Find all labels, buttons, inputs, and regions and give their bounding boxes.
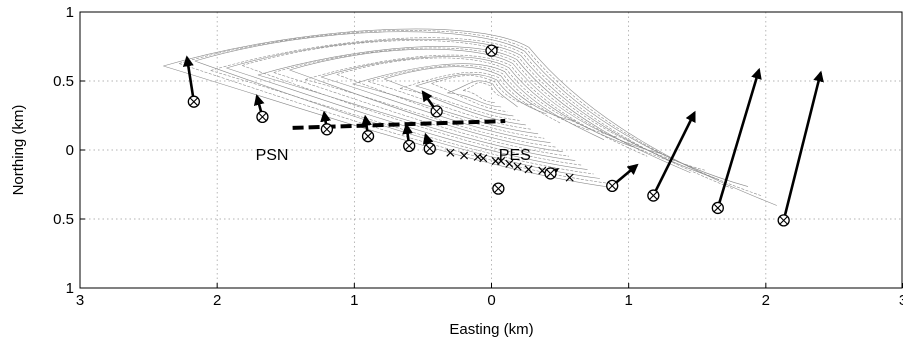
station-cross <box>258 112 267 122</box>
y-tick-label: 0.5 <box>53 73 74 90</box>
station-cross <box>189 97 198 106</box>
site-label-pes: PES <box>499 147 531 164</box>
displacement-arrow <box>782 70 824 221</box>
x-tick-label: 3 <box>899 292 903 309</box>
y-tick-label: 1 <box>66 280 74 297</box>
station-cross <box>363 132 373 141</box>
contour-line <box>226 38 720 180</box>
x-tick-label: 0 <box>487 292 495 309</box>
contour-line <box>447 80 518 108</box>
station-cross <box>608 181 617 191</box>
contour-line <box>415 73 547 117</box>
cross-marker <box>479 154 488 163</box>
x-tick-label: 1 <box>350 292 358 309</box>
station-cross <box>649 191 658 200</box>
station-cross <box>425 144 434 153</box>
station-cross <box>322 125 332 134</box>
contour-line <box>210 37 734 190</box>
marker-layer <box>182 44 824 227</box>
grid-layer <box>80 12 903 288</box>
cross-marker <box>446 148 455 157</box>
station-cross <box>487 46 496 55</box>
y-axis-label: Northing (km) <box>10 105 27 196</box>
contour-line <box>399 72 561 124</box>
station-cross <box>546 169 555 178</box>
displacement-arrow <box>716 67 762 209</box>
cross-marker <box>505 159 514 168</box>
contour-line <box>273 47 677 164</box>
contour-line <box>431 75 533 112</box>
x-tick-label: 2 <box>762 292 770 309</box>
y-tick-label: 0.5 <box>53 211 74 228</box>
cross-marker <box>460 151 469 160</box>
station-cross <box>494 184 503 193</box>
y-tick-label: 1 <box>66 4 74 21</box>
cross-marker <box>513 162 522 171</box>
station-cross <box>432 107 441 116</box>
x-tick-label: 2 <box>213 292 221 309</box>
x-tick-label: 3 <box>76 292 84 309</box>
contour-layer <box>163 28 777 206</box>
cross-marker <box>497 157 506 166</box>
x-axis-label: Easting (km) <box>449 321 533 338</box>
site-label-psn: PSN <box>256 147 289 164</box>
contour-line <box>352 63 605 141</box>
station-cross <box>779 216 788 225</box>
contour-line <box>241 40 705 171</box>
station-cross <box>405 141 414 150</box>
contour-line <box>462 82 504 103</box>
x-tick-label: 1 <box>624 292 632 309</box>
cross-marker <box>524 165 533 174</box>
cross-marker <box>473 152 482 161</box>
displacement-arrow <box>182 55 196 102</box>
cross-marker <box>565 173 574 182</box>
y-tick-label: 0 <box>66 142 74 159</box>
contour-line <box>305 54 648 157</box>
displacement-arrow <box>652 110 696 197</box>
axes-layer: 321012310.500.51 <box>53 4 903 309</box>
station-cross <box>713 203 722 213</box>
contour-line <box>368 65 590 131</box>
annotation-layer: PSN PES <box>256 119 531 164</box>
